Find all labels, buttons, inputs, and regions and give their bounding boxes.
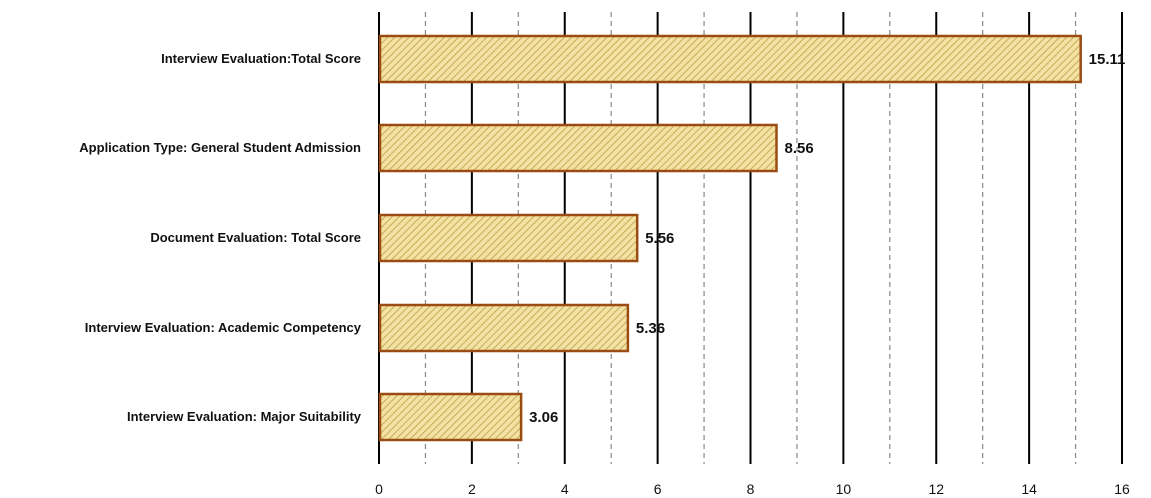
bar xyxy=(378,392,523,442)
x-tick-label: 0 xyxy=(375,481,383,497)
data-labels: 15.11 8.56 5.56 5.36 3.06 xyxy=(529,51,1125,426)
data-label: 5.56 xyxy=(645,230,674,247)
gridlines xyxy=(378,12,1123,464)
x-tick-label: 2 xyxy=(468,481,476,497)
x-tick-label: 14 xyxy=(1021,481,1037,497)
x-tick-label: 10 xyxy=(836,481,852,497)
bar xyxy=(378,213,639,263)
x-tick-label: 6 xyxy=(654,481,662,497)
bar xyxy=(378,123,778,173)
category-label: Interview Evaluation: Academic Competenc… xyxy=(85,320,362,335)
data-label: 3.06 xyxy=(529,409,558,426)
category-label: Application Type: General Student Admiss… xyxy=(79,140,361,155)
category-labels: Interview Evaluation:Total Score Applicat… xyxy=(79,51,361,424)
bar xyxy=(378,34,1082,84)
category-label: Document Evaluation: Total Score xyxy=(150,230,361,245)
x-axis-ticks: 0 2 4 6 8 10 12 14 16 xyxy=(375,481,1130,497)
bar xyxy=(378,303,630,353)
data-label: 15.11 xyxy=(1089,51,1126,68)
bars xyxy=(378,34,1082,442)
x-tick-label: 8 xyxy=(747,481,755,497)
category-label: Interview Evaluation:Total Score xyxy=(161,51,361,66)
x-tick-label: 4 xyxy=(561,481,569,497)
x-tick-label: 12 xyxy=(928,481,944,497)
x-tick-label: 16 xyxy=(1114,481,1130,497)
category-label: Interview Evaluation: Major Suitability xyxy=(127,409,362,424)
data-label: 8.56 xyxy=(785,140,814,157)
data-label: 5.36 xyxy=(636,320,665,337)
